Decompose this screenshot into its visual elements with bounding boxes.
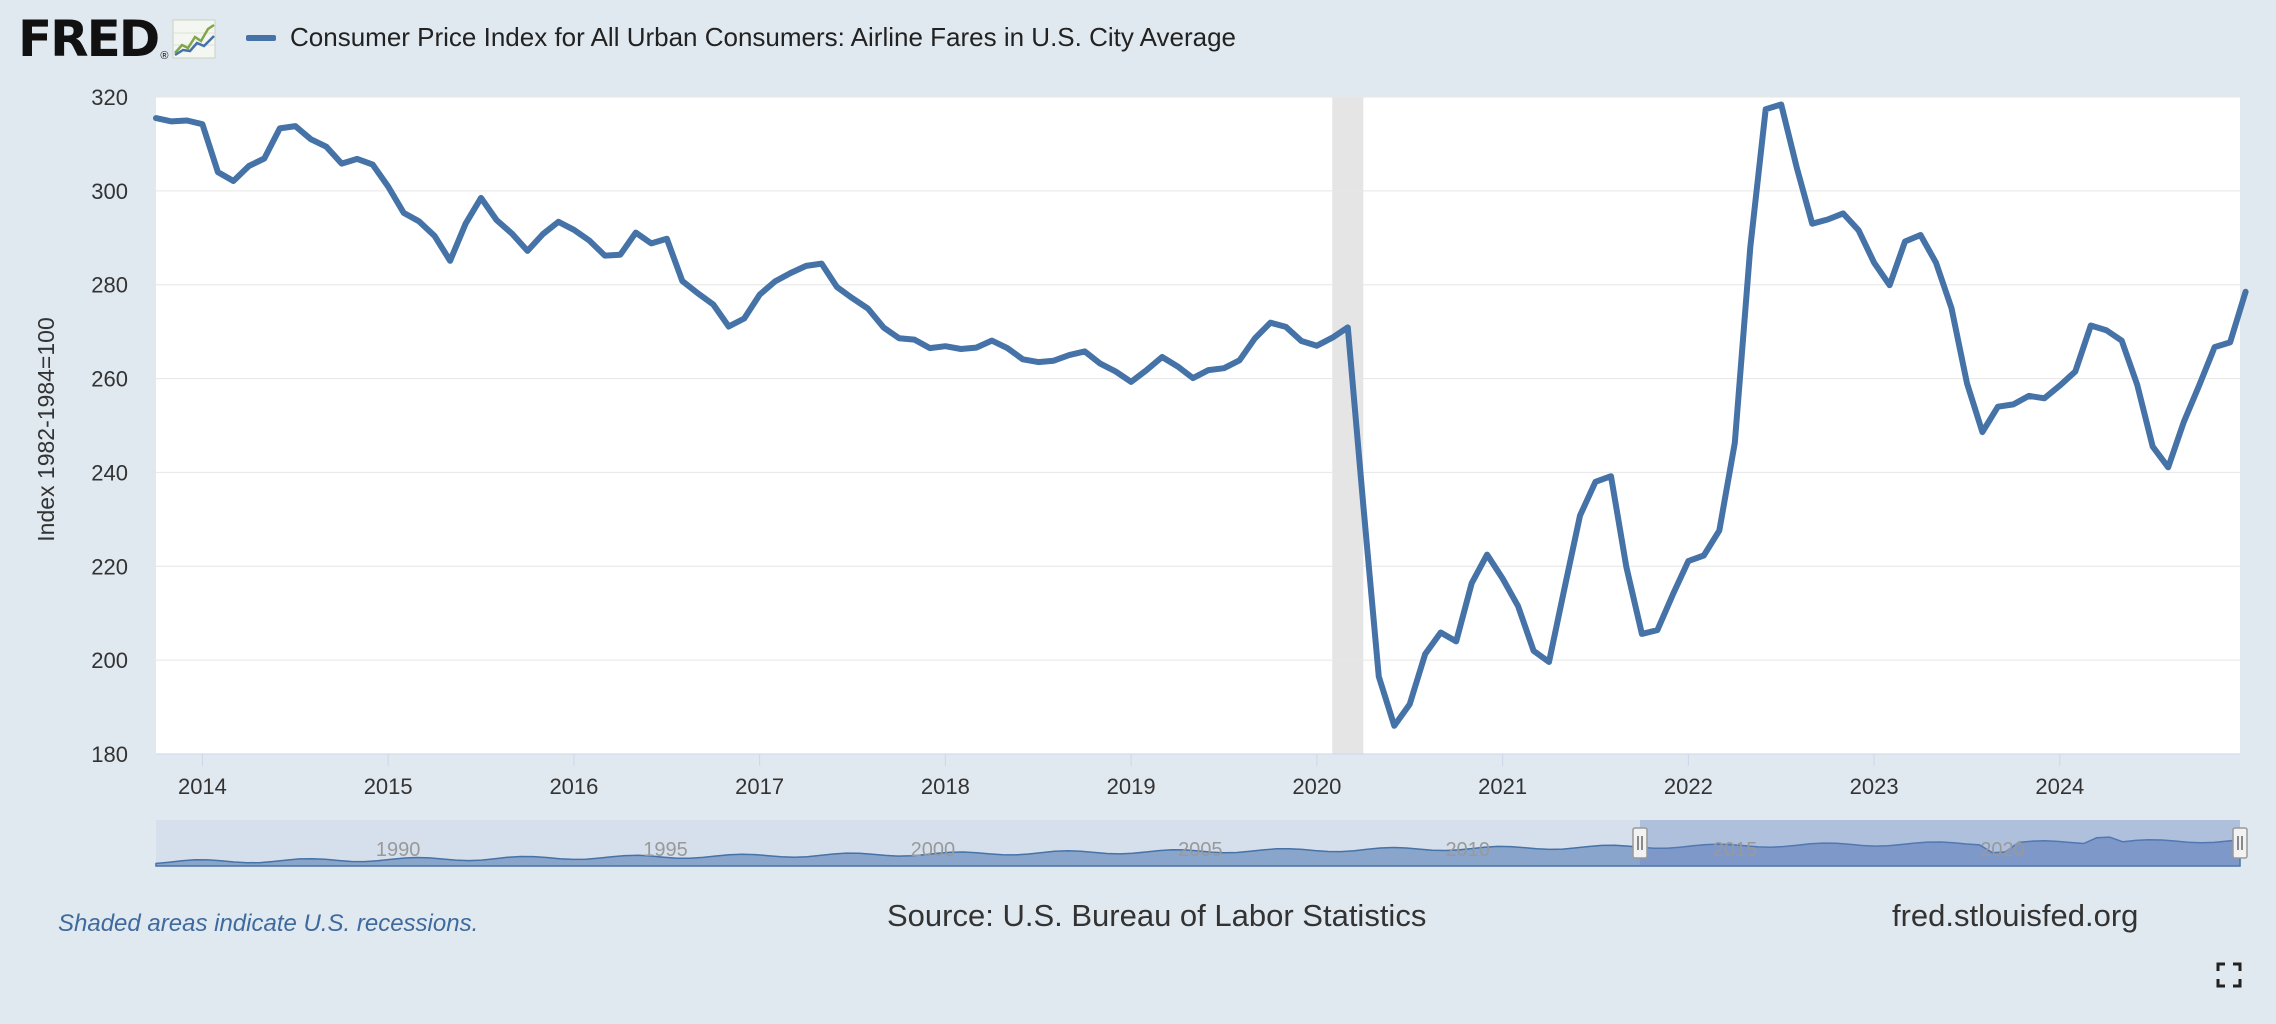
y-tick-label: 180	[91, 742, 128, 767]
x-tick-label: 2016	[549, 774, 598, 799]
x-tick-label: 2023	[1850, 774, 1899, 799]
legend-swatch[interactable]	[246, 34, 276, 41]
chart-title: Consumer Price Index for All Urban Consu…	[290, 22, 1237, 52]
navigator-tick-label: 2020	[1980, 839, 2025, 861]
site-link[interactable]: fred.stlouisfed.org	[1892, 898, 2139, 933]
x-tick-label: 2019	[1107, 774, 1156, 799]
recession-note: Shaded areas indicate U.S. recessions.	[58, 910, 479, 937]
navigator-tick-label: 1990	[376, 839, 421, 861]
y-tick-label: 200	[91, 648, 128, 673]
y-tick-label: 220	[91, 554, 128, 579]
y-tick-label: 260	[91, 367, 128, 392]
y-tick-label: 320	[91, 85, 128, 110]
navigator-tick-label: 2005	[1178, 839, 1223, 861]
navigator-series	[155, 836, 2241, 867]
source-text: Source: U.S. Bureau of Labor Statistics	[887, 898, 1427, 933]
navigator-tick-label: 2010	[1445, 839, 1490, 861]
x-tick-label: 2022	[1664, 774, 1713, 799]
x-tick-label: 2021	[1478, 774, 1527, 799]
navigator-tick-label: 2000	[911, 839, 956, 861]
chart[interactable]: 180 200 220 240 260 280 300 320 2014 2015 2016 2017…	[0, 0, 2276, 890]
navigator-selection[interactable]	[1639, 820, 2240, 866]
navigator-tick-label: 2015	[1713, 839, 1758, 861]
x-tick-label: 2017	[735, 774, 784, 799]
y-axis-label: Index 1982-1984=100	[33, 317, 59, 541]
x-tick-label: 2024	[2035, 774, 2084, 799]
x-tick-label: 2018	[921, 774, 970, 799]
navigator-left-handle[interactable]	[1632, 827, 1648, 859]
navigator-right-handle[interactable]	[2232, 827, 2248, 859]
y-tick-label: 240	[91, 460, 128, 485]
x-tick-label: 2020	[1292, 774, 1341, 799]
x-tick-label: 2014	[178, 774, 227, 799]
fred-logo[interactable]: FRED ®	[18, 14, 216, 64]
series-line[interactable]	[153, 101, 2249, 729]
chart-title-row: Consumer Price Index for All Urban Consu…	[246, 22, 1236, 53]
handle-body[interactable]	[1632, 827, 1648, 859]
logo-text: FRED	[18, 10, 160, 68]
handle-body[interactable]	[2232, 827, 2248, 859]
y-tick-label: 300	[91, 179, 128, 204]
plot-area	[156, 97, 2240, 754]
x-tick-label: 2015	[364, 774, 413, 799]
logo-registered-mark: ®	[160, 50, 169, 62]
navigator-tick-label: 1995	[643, 839, 688, 861]
y-tick-label: 280	[91, 273, 128, 298]
line-graph-icon	[172, 19, 216, 59]
expand-icon[interactable]	[2216, 962, 2242, 988]
